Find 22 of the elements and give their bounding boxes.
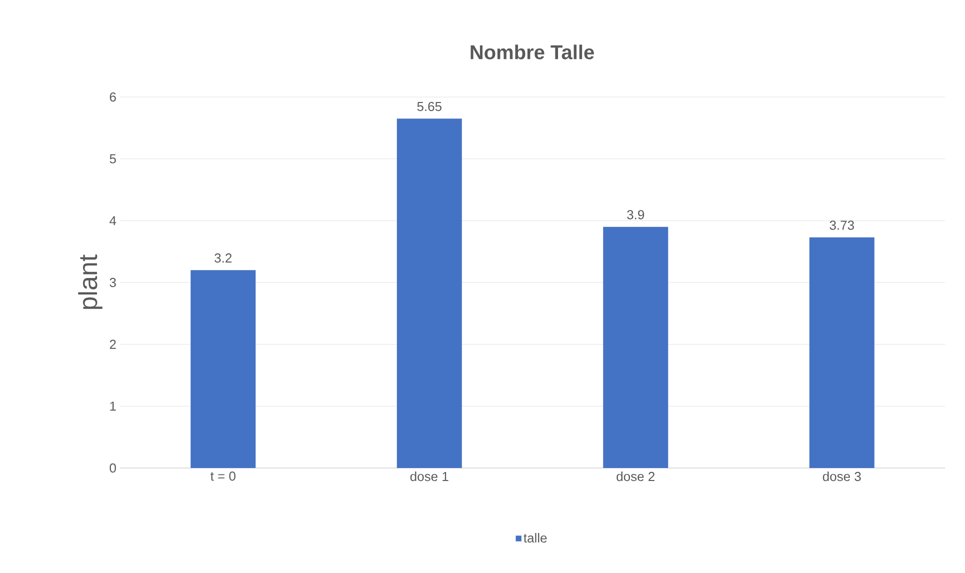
y-tick-label: 2 <box>110 340 116 349</box>
data-label: 5.65 <box>417 102 442 112</box>
bar <box>396 118 462 468</box>
legend-label: talle <box>524 533 547 543</box>
y-tick-label: 6 <box>110 92 116 102</box>
y-tick-label: 0 <box>110 463 116 473</box>
y-tick-label: 1 <box>110 402 116 411</box>
x-tick-label: dose 1 <box>410 472 448 482</box>
y-tick-label: 3 <box>110 278 116 288</box>
x-tick-label: t = 0 <box>210 472 236 481</box>
y-tick-label: 5 <box>110 154 116 164</box>
chart-title: Nombre Talle <box>470 44 594 60</box>
x-tick-label: dose 2 <box>616 472 654 482</box>
data-label: 3.2 <box>214 253 232 263</box>
bar <box>190 270 256 468</box>
data-label: 3.73 <box>830 220 854 230</box>
bar <box>603 226 668 468</box>
data-label: 3.9 <box>627 210 644 220</box>
y-tick-label: 4 <box>110 216 116 226</box>
bar <box>809 237 874 468</box>
x-tick-label: dose 3 <box>822 472 861 482</box>
y-axis-title: plant <box>78 254 102 310</box>
